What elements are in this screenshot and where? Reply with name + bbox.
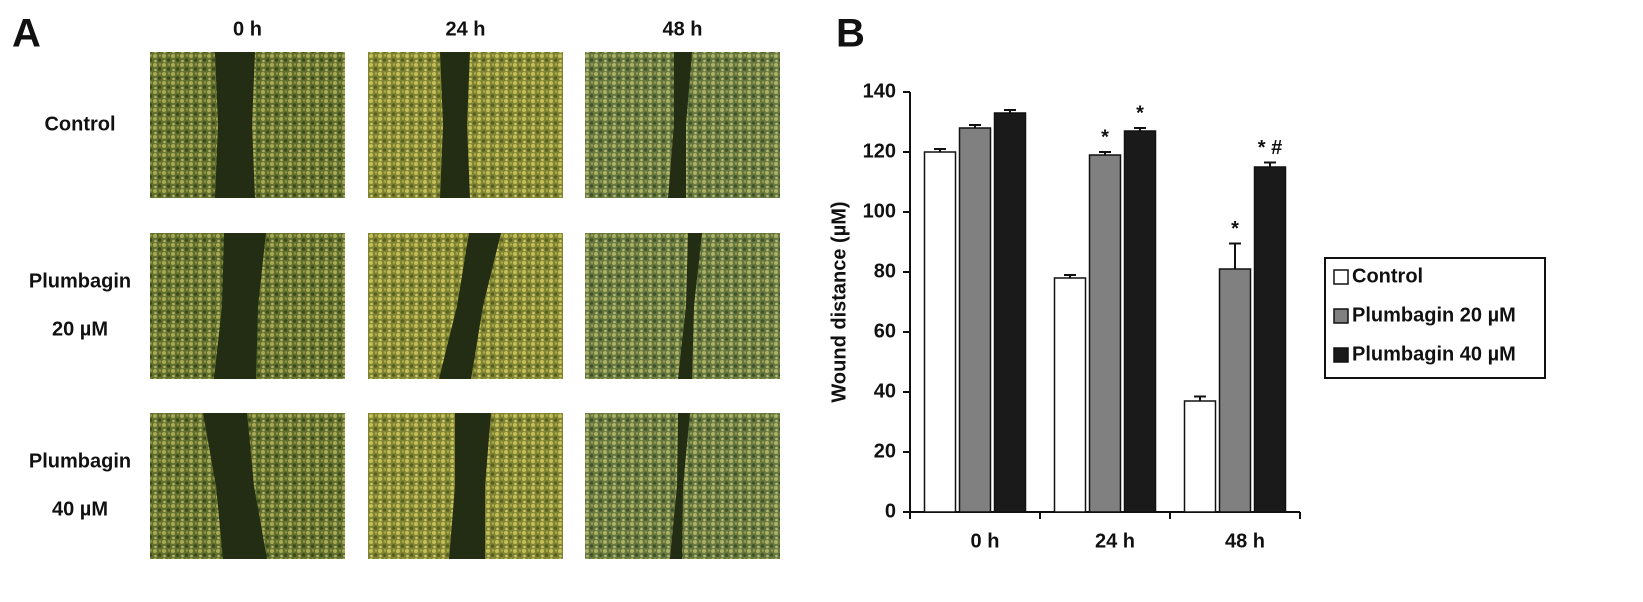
significance-mark: * xyxy=(1231,218,1239,240)
legend-swatch xyxy=(1333,269,1349,285)
bar xyxy=(1253,166,1287,513)
bar xyxy=(1053,277,1087,513)
bar xyxy=(1123,130,1157,513)
panel-label: B xyxy=(836,12,865,56)
row-label: 20 µM xyxy=(52,318,108,340)
y-tick-label: 0 xyxy=(885,500,896,522)
significance-mark: * xyxy=(1101,126,1109,148)
significance-mark: * xyxy=(1136,102,1144,124)
bar xyxy=(993,112,1027,513)
y-tick-label: 140 xyxy=(863,80,896,102)
wound-gap xyxy=(668,52,692,198)
column-header: 24 h xyxy=(445,18,485,40)
x-tick-label: 0 h xyxy=(971,530,1000,552)
bar xyxy=(1218,268,1252,513)
y-tick-label: 40 xyxy=(874,380,896,402)
bar xyxy=(1088,154,1122,513)
significance-mark: * # xyxy=(1258,137,1282,159)
x-tick-label: 24 h xyxy=(1095,530,1135,552)
legend-swatch xyxy=(1333,347,1349,363)
wound-gap xyxy=(670,413,690,559)
row-label: Control xyxy=(44,113,115,135)
column-header: 0 h xyxy=(233,18,262,40)
wound-gap xyxy=(214,233,266,379)
x-tick-label: 48 h xyxy=(1225,530,1265,552)
wound-gap xyxy=(440,52,470,198)
column-header: 48 h xyxy=(662,18,702,40)
y-tick-label: 80 xyxy=(874,260,896,282)
micrographs xyxy=(150,52,780,559)
wound-gap xyxy=(203,413,267,559)
panel-label: A xyxy=(12,12,41,56)
row-label: 40 µM xyxy=(52,498,108,520)
bar xyxy=(923,151,957,513)
row-label: Plumbagin xyxy=(29,270,131,292)
wound-gap xyxy=(449,413,491,559)
y-tick-label: 100 xyxy=(863,200,896,222)
legend-label: Plumbagin 20 µM xyxy=(1352,304,1516,326)
wound-gap xyxy=(678,233,702,379)
y-tick-label: 60 xyxy=(874,320,896,342)
row-label: Plumbagin xyxy=(29,450,131,472)
legend-label: Control xyxy=(1352,265,1423,287)
y-tick-label: 20 xyxy=(874,440,896,462)
wound-gap xyxy=(439,233,501,379)
bar xyxy=(1183,400,1217,513)
legend-label: Plumbagin 40 µM xyxy=(1352,343,1516,365)
y-axis-label: Wound distance (µM) xyxy=(828,201,850,402)
bar xyxy=(958,127,992,513)
y-tick-label: 120 xyxy=(863,140,896,162)
legend-box xyxy=(1324,257,1546,379)
wound-gap xyxy=(215,52,255,198)
legend-swatch xyxy=(1333,308,1349,324)
